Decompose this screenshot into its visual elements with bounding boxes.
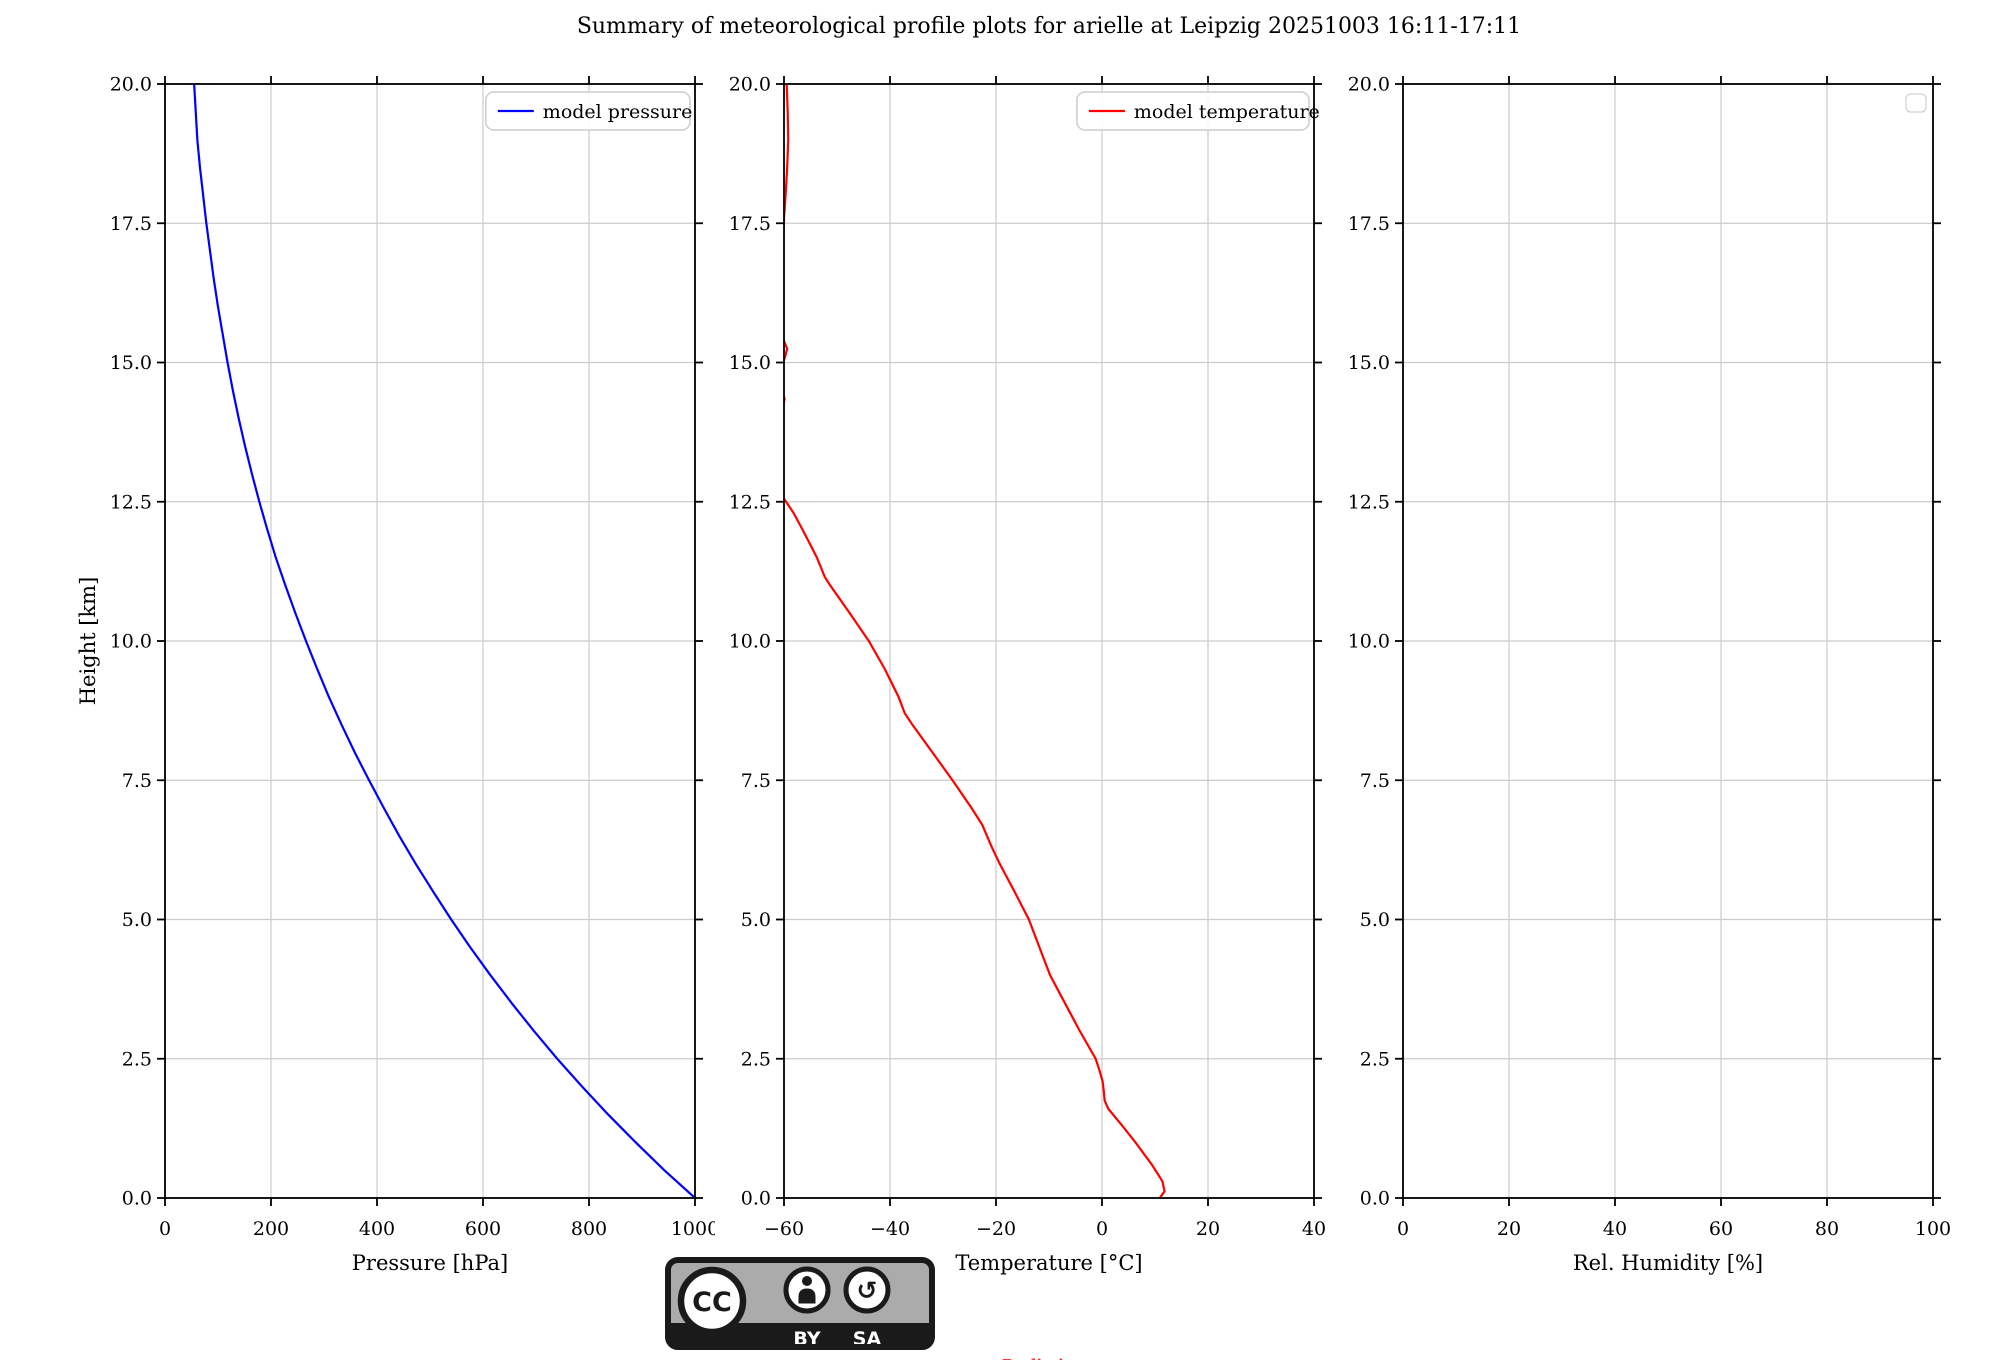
x-tick-label: 80 [1815,1218,1839,1240]
x-tick-label: −60 [764,1218,804,1240]
x-tick-label: 100 [1915,1218,1951,1240]
x-tick-label: 20 [1196,1218,1220,1240]
y-tick-label: 2.5 [122,1048,152,1070]
y-tick-label: 20.0 [1348,74,1390,96]
x-tick-label: 0 [1096,1218,1108,1240]
y-tick-label: 20.0 [729,74,771,96]
y-tick-label: 15.0 [1348,352,1390,374]
x-tick-label: 200 [253,1218,289,1240]
x-tick-label: 600 [465,1218,501,1240]
x-tick-label: −20 [976,1218,1016,1240]
empty-legend-box [1905,93,1927,113]
share-alike-arrow-icon: ↺ [857,1276,878,1305]
legend-label: model pressure [543,101,693,123]
series-line-model-pressure [193,84,695,1198]
y-tick-label: 10.0 [1348,631,1390,653]
x-tick-label: 40 [1302,1218,1326,1240]
preliminary-line-1: Preliminary [1002,1356,1101,1360]
y-tick-label: 0.0 [122,1188,152,1210]
y-tick-label: 15.0 [729,352,771,374]
y-tick-label: 5.0 [1360,909,1390,931]
series-line-model-temperature [784,84,1166,1198]
y-tick-label: 2.5 [1360,1048,1390,1070]
y-tick-label: 17.5 [1348,213,1390,235]
y-tick-label: 12.5 [1348,491,1390,513]
legend: model temperature [1076,91,1320,131]
legend-label: model temperature [1134,101,1320,123]
y-tick-label: 5.0 [122,909,152,931]
cc-logo-circle [677,1266,747,1336]
legend: model pressure [485,91,693,131]
y-tick-label: 5.0 [741,909,771,931]
copyright-line-1: © TROPOS 2025. [1503,1358,1689,1360]
temperature-profile-panel: −60 −40 −20 0 20 40 0.0 2.5 5.0 7.5 10.0 12.5 15.0 17… [729,74,1326,1276]
y-tick-label: 2.5 [741,1048,771,1070]
y-tick-label: 7.5 [1360,770,1390,792]
x-axis-label: Pressure [hPa] [352,1251,508,1275]
y-tick-label: 7.5 [741,770,771,792]
x-tick-label: 60 [1709,1218,1733,1240]
legend [1905,93,1927,113]
preliminary-results-note: Preliminary Results. [1002,1318,1101,1360]
cc-logo-icon: CC [692,1287,732,1318]
x-tick-label: 40 [1603,1218,1627,1240]
x-tick-label: 800 [571,1218,607,1240]
legend-box [1076,91,1310,131]
y-tick-label: 20.0 [110,74,152,96]
copyright-note: © TROPOS 2025. CC BY SA 4.0 License. [1503,1320,1689,1360]
x-tick-label: 0 [159,1218,171,1240]
person-icon [802,1276,812,1286]
x-tick-label: 400 [359,1218,395,1240]
legend-box [485,91,691,131]
x-tick-label: −40 [870,1218,910,1240]
figure-title: Summary of meteorological profile plots … [576,14,1522,39]
y-axis-label: Height [km] [76,577,100,706]
x-tick-label: 20 [1497,1218,1521,1240]
y-tick-label: 0.0 [741,1188,771,1210]
x-axis-label: Rel. Humidity [%] [1573,1251,1763,1275]
person-body-icon [798,1288,816,1304]
x-axis-label: Temperature [°C] [955,1251,1142,1275]
y-tick-label: 10.0 [729,631,771,653]
y-tick-label: 12.5 [729,491,771,513]
humidity-profile-panel: 0 20 40 60 80 100 0.0 2.5 5.0 7.5 10.0 12.5 15.0 17.5… [1348,74,1951,1276]
x-tick-label: 1000 [671,1218,715,1240]
y-tick-label: 0.0 [1360,1188,1390,1210]
share-alike-circle [843,1266,891,1314]
x-tick-label: 0 [1397,1218,1409,1240]
y-tick-label: 15.0 [110,352,152,374]
badge-border [665,1257,935,1350]
cc-by-sa-license-badge: CC ↺ BY SA [665,1257,935,1350]
y-tick-label: 17.5 [110,213,152,235]
y-tick-label: 12.5 [110,491,152,513]
pressure-profile-panel: 0 200 400 600 800 1000 0.0 2.5 5.0 7.5 10.0 12.5 15.… [76,74,715,1276]
y-tick-label: 17.5 [729,213,771,235]
y-tick-label: 10.0 [110,631,152,653]
y-tick-label: 7.5 [122,770,152,792]
